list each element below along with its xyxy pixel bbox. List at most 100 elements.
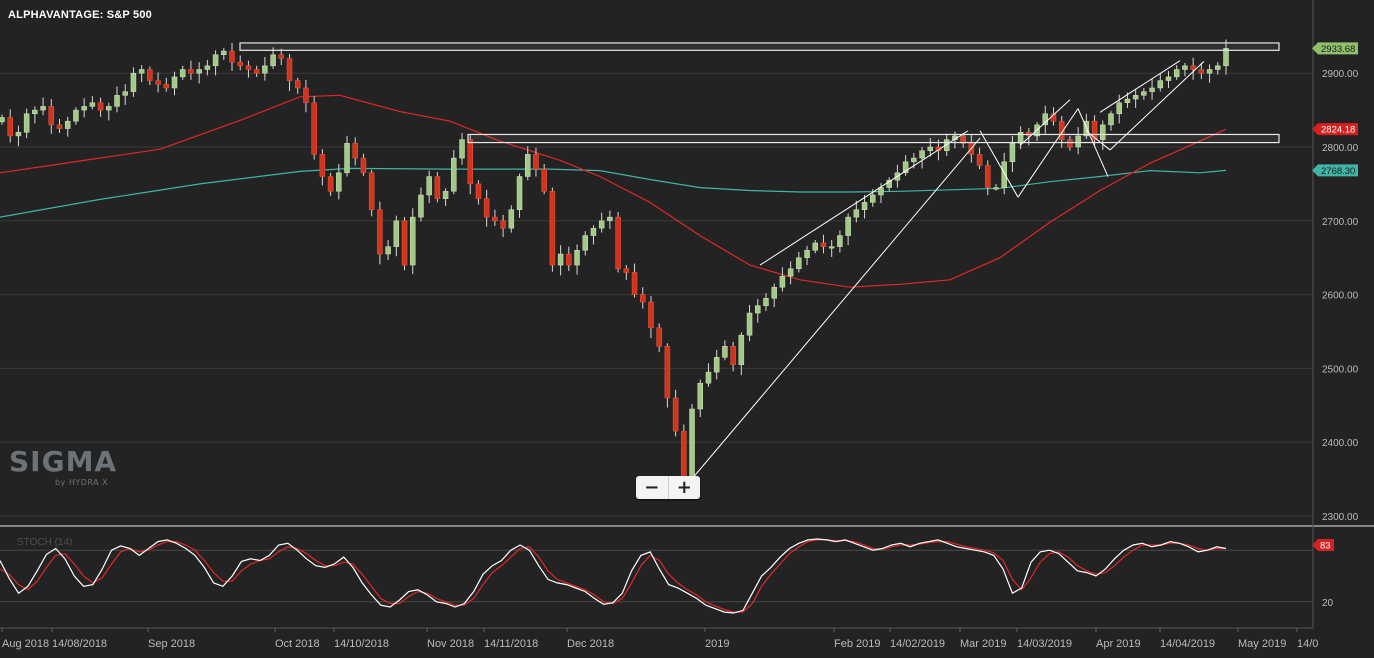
candle-down	[820, 242, 827, 247]
candle	[311, 96, 317, 160]
osc-label: STOCH (14)	[17, 537, 72, 548]
candle	[23, 108, 30, 139]
candle	[722, 340, 728, 361]
candle-up	[557, 253, 564, 266]
candle-up	[89, 102, 96, 107]
candle	[812, 239, 819, 254]
candle	[294, 77, 301, 94]
candle	[262, 56, 268, 81]
candle-down	[7, 117, 13, 137]
candle	[664, 343, 671, 408]
candle-up	[23, 113, 30, 133]
osc-tick-label: 20	[1322, 598, 1334, 609]
candle	[393, 215, 400, 257]
candle	[130, 67, 137, 97]
candle-up	[1132, 95, 1139, 100]
candle	[48, 99, 55, 134]
candle-up	[114, 95, 120, 107]
candle-up	[262, 65, 268, 74]
candle	[89, 96, 96, 110]
candle	[163, 77, 170, 92]
x-tick-label: 14/04/2019	[1160, 638, 1215, 650]
candle-down	[286, 58, 293, 81]
candle	[81, 98, 87, 118]
candle-down	[368, 172, 375, 210]
candle-up	[344, 143, 350, 174]
candle-up	[418, 194, 424, 218]
price-label-text: 2824.18	[1321, 125, 1355, 136]
trend-lines	[692, 60, 1205, 478]
candle	[467, 134, 473, 195]
candle-down	[278, 54, 285, 59]
candle	[138, 65, 145, 83]
candle	[574, 244, 580, 275]
candle-up	[73, 109, 79, 122]
candle-up	[459, 139, 465, 159]
candle-up	[270, 54, 276, 67]
candle-up	[787, 268, 794, 277]
candle-down	[672, 397, 679, 432]
candle-up	[886, 179, 892, 188]
candle-down	[656, 327, 662, 347]
resistance-zones	[239, 42, 1280, 144]
price-label-text: 2768.30	[1321, 166, 1355, 177]
candle-down	[401, 220, 408, 266]
candle	[442, 188, 449, 207]
candle-up	[590, 227, 597, 236]
candle-down	[1067, 139, 1073, 148]
candle	[607, 210, 613, 229]
zoom-in-button[interactable]: +	[667, 476, 701, 499]
candle	[500, 214, 506, 238]
candle-up	[1124, 98, 1131, 103]
candle	[459, 132, 465, 165]
candle-down	[640, 294, 646, 303]
candle-up	[705, 371, 712, 384]
candle-up	[204, 65, 211, 70]
x-tick-label: May 2019	[1238, 638, 1286, 650]
candle	[886, 177, 892, 192]
candle	[861, 194, 868, 219]
candle-up	[179, 69, 186, 78]
x-tick-label: Apr 2019	[1096, 638, 1141, 650]
candle-down	[163, 84, 170, 89]
candle-up	[902, 161, 909, 174]
candle	[1173, 65, 1180, 80]
candle-up	[713, 357, 720, 373]
price-label-bg	[1312, 164, 1358, 177]
resistance-box	[467, 133, 1280, 144]
candle	[796, 251, 802, 273]
candle	[640, 287, 646, 309]
candle	[483, 189, 490, 227]
ma-short-line	[0, 94, 1227, 288]
candle	[598, 212, 605, 233]
candle-up	[516, 176, 523, 210]
candle	[853, 200, 860, 223]
candle-down	[303, 87, 309, 103]
candle-up	[409, 216, 416, 266]
candle	[508, 205, 515, 233]
candle	[631, 263, 638, 298]
candle-up	[1157, 80, 1164, 89]
candle-up	[442, 191, 449, 199]
candle	[40, 97, 46, 116]
candle	[656, 323, 662, 353]
price-label-text: 2933.68	[1321, 44, 1355, 55]
candle	[524, 146, 531, 181]
candle	[221, 48, 227, 60]
candle-up	[763, 298, 769, 306]
stoch-d-line	[0, 539, 1226, 613]
candle	[976, 147, 983, 170]
candle-down	[48, 106, 55, 126]
x-tick-label: Oct 2018	[275, 638, 320, 650]
candle-down	[245, 65, 252, 70]
candle-down	[664, 346, 671, 399]
candle	[705, 363, 712, 387]
candle	[286, 54, 293, 91]
candle	[147, 66, 153, 86]
x-tick-label: 14/0	[1297, 638, 1318, 650]
zoom-out-button[interactable]: −	[644, 477, 660, 498]
candle	[730, 341, 736, 372]
candle-up	[943, 139, 950, 151]
candle	[804, 245, 810, 266]
